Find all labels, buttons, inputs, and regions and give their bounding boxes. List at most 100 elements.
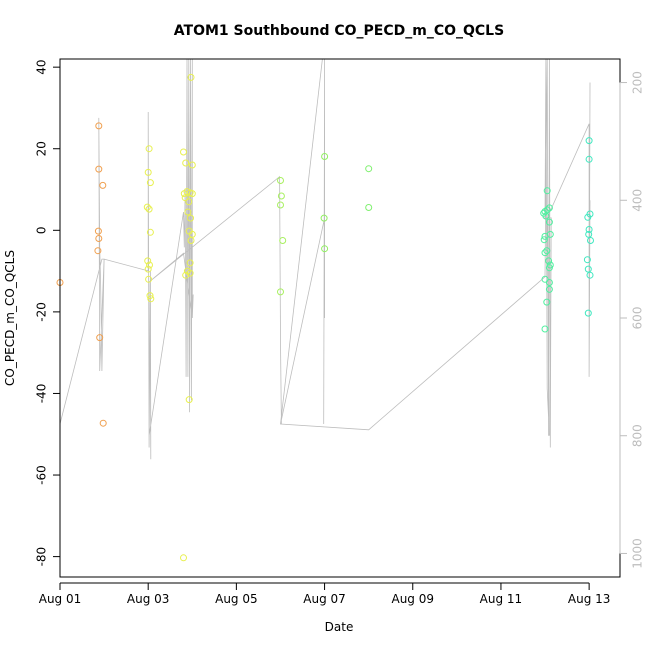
data-point	[147, 295, 155, 303]
y-tick-label: -60	[35, 465, 49, 485]
data-point	[585, 137, 593, 145]
data-point	[545, 218, 553, 226]
data-point	[144, 265, 152, 273]
data-point	[145, 275, 153, 283]
y-tick-label: -20	[35, 302, 49, 322]
data-point	[365, 204, 373, 211]
data-point	[185, 198, 193, 206]
x-tick-label: Aug 03	[127, 592, 170, 606]
data-point	[277, 192, 285, 200]
data-point	[184, 208, 192, 216]
data-point	[144, 257, 152, 265]
data-point	[182, 159, 190, 167]
data-point	[95, 122, 103, 130]
data-point	[585, 230, 593, 238]
data-point	[541, 325, 549, 333]
data-point	[188, 190, 196, 198]
data-point	[585, 226, 593, 233]
data-point	[185, 396, 193, 404]
data-point	[545, 285, 553, 293]
data-point	[543, 298, 551, 306]
x-tick-label: Aug 09	[391, 592, 434, 606]
data-point	[182, 271, 190, 279]
x-tick-label: Aug 13	[568, 592, 611, 606]
y-tick-label: 40	[35, 60, 49, 75]
data-point	[584, 213, 592, 221]
y2-tick-label: 1000	[631, 538, 645, 569]
chart-title: ATOM1 Southbound CO_PECD_m_CO_QCLS	[174, 23, 504, 39]
data-point	[96, 334, 104, 342]
altitude-path-layer	[60, 59, 591, 460]
data-point	[94, 247, 102, 255]
y2-axis: 200 400 600 800 1000	[619, 71, 645, 569]
y2-tick-label: 200	[631, 71, 645, 94]
y-tick-label: -80	[35, 547, 49, 567]
data-point	[586, 271, 594, 279]
x-tick-label: Aug 05	[215, 592, 258, 606]
plot-frame	[59, 58, 621, 578]
data-point	[545, 204, 553, 212]
data-point	[585, 155, 593, 163]
x-tick-label: Aug 07	[303, 592, 346, 606]
data-point	[540, 236, 548, 244]
data-points-layer	[56, 73, 594, 562]
data-point	[187, 214, 194, 222]
y-axis-label: CO_PECD_m_CO_QCLS	[3, 250, 17, 386]
altitude-trace	[60, 59, 591, 460]
data-point	[277, 201, 284, 209]
data-point	[587, 237, 594, 244]
data-point	[186, 259, 194, 267]
data-point	[277, 177, 284, 184]
data-point	[584, 309, 592, 317]
data-point	[187, 237, 195, 244]
data-point	[541, 208, 549, 215]
data-point	[279, 237, 287, 244]
y-tick-label: 0	[35, 226, 49, 234]
data-point	[186, 269, 194, 277]
y2-tick-label: 600	[631, 307, 645, 330]
y-tick-label: -40	[35, 384, 49, 404]
data-point	[541, 249, 549, 257]
data-point	[99, 419, 107, 427]
data-point	[146, 261, 153, 269]
x-axis-label: Date	[325, 620, 354, 634]
data-point	[545, 279, 553, 286]
y2-tick-label: 800	[631, 424, 645, 447]
data-point	[545, 257, 553, 265]
data-point	[321, 245, 329, 253]
data-point	[180, 554, 187, 562]
data-point	[365, 165, 373, 173]
y2-tick-label: 400	[631, 189, 645, 212]
data-point	[583, 256, 591, 264]
data-point	[321, 153, 329, 160]
x-tick-label: Aug 01	[39, 592, 82, 606]
data-point	[545, 264, 553, 272]
y-tick-label: 20	[35, 141, 49, 156]
data-point	[188, 161, 196, 169]
data-point	[584, 265, 592, 273]
data-point	[542, 212, 550, 220]
data-point	[543, 247, 551, 255]
data-point	[99, 181, 107, 189]
data-point	[143, 203, 151, 211]
data-point	[146, 179, 154, 187]
data-point	[320, 214, 328, 222]
data-point	[144, 168, 152, 176]
x-axis: Aug 01 Aug 03 Aug 05 Aug 07 Aug 09 Aug 11 Aug …	[39, 582, 611, 606]
x-tick-label: Aug 11	[480, 592, 523, 606]
data-point	[277, 288, 284, 296]
data-point	[546, 261, 554, 269]
data-point	[145, 205, 153, 213]
data-point	[146, 228, 154, 236]
data-point	[543, 187, 551, 195]
data-point	[541, 232, 549, 240]
data-point	[181, 194, 189, 202]
data-point	[146, 292, 154, 300]
data-point	[145, 145, 153, 153]
data-point	[94, 227, 102, 235]
data-point	[95, 165, 103, 173]
data-point	[180, 148, 187, 156]
data-point	[187, 73, 195, 81]
y-axis: -80 -60 -40 -20 0 20 40	[35, 60, 61, 567]
